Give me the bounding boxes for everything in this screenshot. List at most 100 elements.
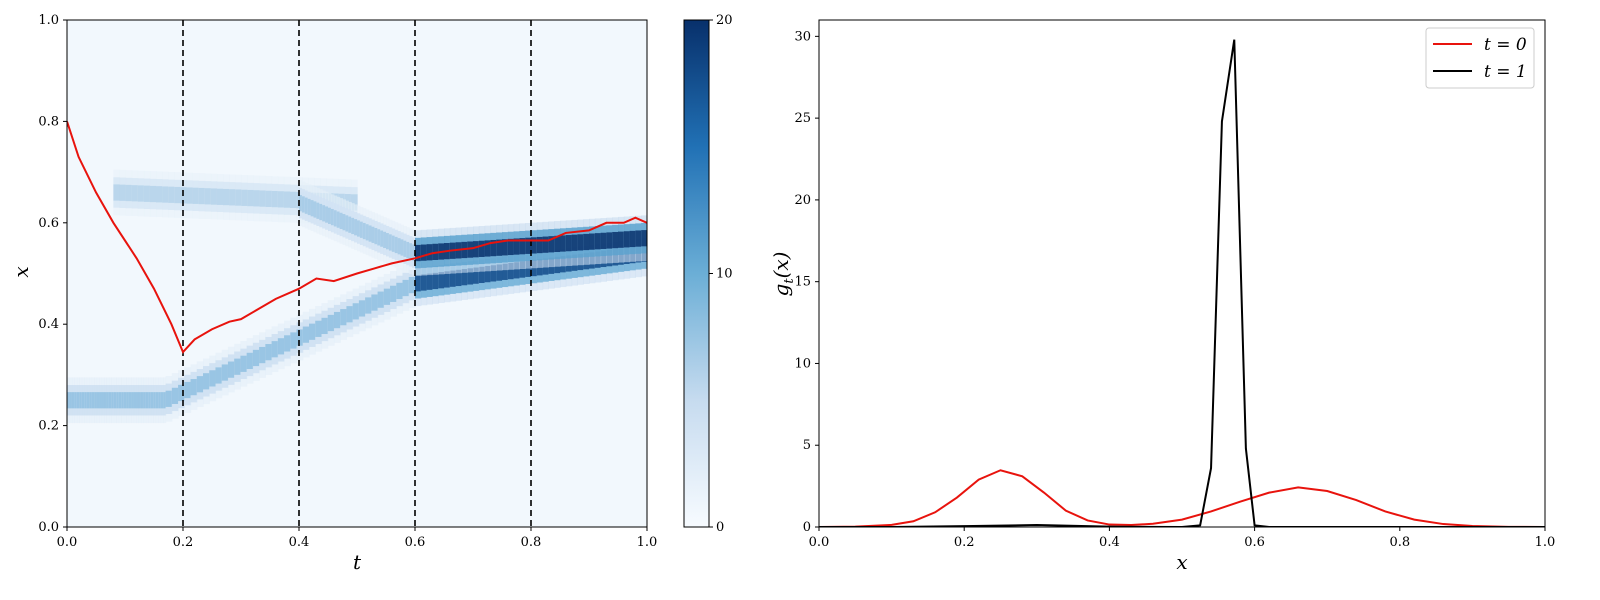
y-tick-label: 30 — [794, 29, 811, 44]
density-cell — [178, 384, 185, 402]
y-tick-label: 25 — [794, 111, 811, 126]
density-cell — [283, 191, 291, 208]
density-cell — [307, 198, 312, 216]
density-cell — [444, 271, 451, 288]
density-cell — [192, 187, 200, 204]
density-cell — [415, 275, 422, 292]
legend: t = 0 t = 1 — [1425, 27, 1535, 89]
x-tick-label: 0.8 — [1389, 535, 1410, 550]
density-cell — [108, 392, 112, 409]
density-cell — [365, 224, 370, 241]
density-cell — [635, 230, 642, 247]
density-cell — [377, 291, 385, 308]
density-cell — [374, 227, 378, 245]
density-cell — [352, 303, 360, 320]
density-cell — [165, 390, 173, 407]
density-cell — [301, 196, 306, 213]
density-cell — [302, 326, 310, 343]
colorbar-tick-label: 20 — [716, 13, 733, 28]
density-cell — [400, 239, 404, 256]
density-cell — [271, 341, 279, 358]
density-cell — [502, 263, 509, 280]
density-cell — [348, 216, 352, 233]
density-cell — [126, 392, 130, 409]
heatmap-y-label: x — [9, 266, 33, 277]
density-cell — [241, 189, 248, 206]
density-cell — [310, 200, 315, 217]
legend-label-t0: t = 0 — [1484, 35, 1527, 55]
density-cell — [461, 269, 468, 286]
density-cell — [91, 392, 95, 409]
density-cell — [252, 349, 260, 367]
density-cell — [123, 392, 127, 409]
density-cell — [412, 244, 416, 261]
density-cell — [490, 239, 497, 257]
density-cell — [484, 266, 491, 283]
density-cell — [388, 234, 393, 251]
heatmap-axes-frame — [66, 19, 648, 528]
density-cell — [467, 241, 474, 258]
density-cell — [478, 266, 486, 284]
density-cell — [210, 188, 218, 205]
density-cell — [383, 231, 387, 249]
density-cell — [328, 207, 332, 224]
density-cell — [333, 210, 338, 227]
density-cell — [253, 190, 261, 207]
density-cell — [577, 234, 584, 251]
density-cell — [333, 311, 341, 329]
density-cell — [346, 306, 354, 323]
density-cell — [304, 197, 309, 214]
density-cell — [406, 241, 410, 259]
density-cell — [290, 191, 297, 208]
density-cell — [432, 272, 439, 290]
density-cell — [259, 346, 266, 364]
density-cell — [168, 186, 175, 203]
density-cell — [321, 317, 329, 335]
y-tick-label: 10 — [794, 356, 811, 371]
series-line-0 — [819, 469, 1545, 527]
y-tick-label: 5 — [803, 438, 811, 453]
density-cell — [554, 235, 561, 253]
x-tick-label: 0.2 — [173, 535, 194, 550]
density-cell — [560, 235, 567, 252]
density-cell — [513, 238, 520, 255]
density-cell — [209, 370, 217, 387]
density-cell — [119, 184, 127, 201]
density-cell — [259, 190, 267, 207]
colorbar-ticks: 0 10 20 — [709, 13, 733, 535]
density-cell — [235, 189, 242, 206]
density-cell — [204, 188, 212, 205]
density-y-label: gt(x) — [769, 252, 797, 297]
density-cell — [357, 220, 361, 237]
density-cell — [309, 323, 316, 340]
density-cell — [394, 236, 399, 254]
y-tick-label: 15 — [794, 275, 811, 290]
time-marker-lines — [182, 20, 532, 527]
density-cell — [403, 240, 407, 257]
density-cell — [345, 215, 349, 232]
density-cell — [156, 186, 163, 203]
density-cell — [79, 392, 83, 409]
x-tick-label: 0.2 — [954, 535, 975, 550]
density-cell — [340, 309, 348, 326]
density-cell — [365, 297, 372, 314]
density-cell — [507, 262, 515, 280]
density-x-ticks: 0.0 0.2 0.4 0.6 0.8 1.0 — [809, 527, 1555, 550]
density-cell — [371, 294, 379, 311]
density-cell — [227, 361, 235, 378]
density-cell — [76, 392, 80, 409]
density-y-ticks: 0 5 10 15 20 25 30 — [794, 29, 819, 535]
density-cell — [629, 230, 636, 248]
density-cell — [96, 392, 100, 409]
density-cell — [358, 300, 366, 317]
density-cell — [513, 262, 520, 279]
density-cell — [125, 184, 133, 202]
density-cell — [315, 320, 323, 337]
density-cell — [525, 237, 532, 254]
density-cell — [473, 241, 480, 258]
heatmap-x-label: t — [353, 550, 362, 574]
density-cell — [81, 392, 85, 409]
y-tick-label: 0.2 — [38, 419, 59, 434]
density-cell — [330, 208, 335, 226]
density-cell — [449, 270, 457, 287]
